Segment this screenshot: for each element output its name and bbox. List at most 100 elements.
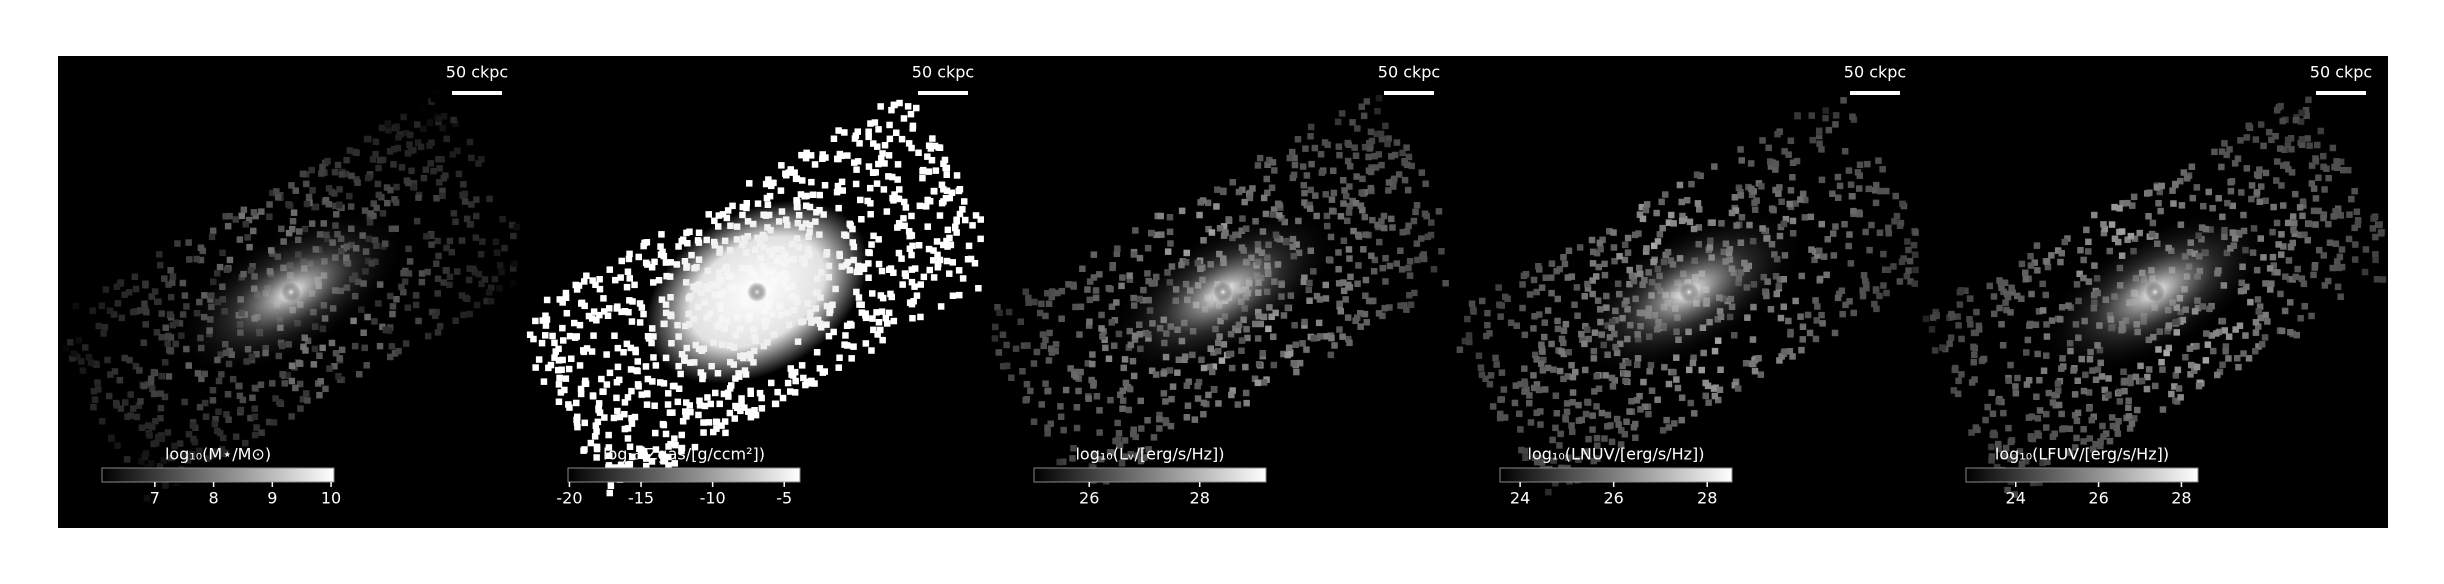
pixel [1125,406,1133,414]
colorbar-tick-label: 26 [1079,489,1099,508]
pixel [580,347,587,354]
pixel [2023,381,2031,388]
pixel [1841,221,1848,228]
pixel [1884,266,1892,273]
pixel [400,288,407,296]
pixel [2036,377,2043,384]
pixel [1610,244,1618,251]
colorbar-tick-label: 28 [1190,489,1210,508]
pixel [1158,231,1165,238]
pixel [1811,256,1818,264]
pixel [398,283,405,291]
pixel [729,202,736,210]
pixel [1665,424,1673,431]
pixel [2040,367,2048,374]
pixel [2128,420,2136,427]
pixel [509,221,516,229]
pixel [1286,350,1294,357]
pixel [1027,387,1034,395]
pixel [1704,382,1712,390]
pixel [169,273,177,280]
pixel [1747,160,1755,167]
pixel [956,291,963,299]
pixel [377,157,384,164]
colorbar-tick-label: 26 [1603,489,1623,508]
pixel [2234,355,2241,362]
pixel [2268,280,2275,287]
pixel [440,279,447,286]
pixel [642,363,650,370]
pixel [2323,165,2330,172]
pixel [1200,411,1207,418]
pixel [644,391,651,398]
pixel [1328,334,1335,342]
pixel [1344,139,1351,147]
pixel [1832,223,1839,230]
pixel [406,258,414,265]
pixel [589,315,596,322]
pixel [1516,410,1523,417]
pixel [299,396,307,403]
pixel [2044,263,2052,271]
pixel [2158,182,2165,190]
pixel [896,186,903,193]
pixel [167,454,175,462]
pixel [606,266,613,273]
pixel [1073,424,1081,432]
pixel [2278,182,2285,189]
pixel [1501,414,1509,421]
pixel [1797,196,1804,203]
pixel [398,164,406,171]
pixel [2210,347,2217,355]
pixel [2330,213,2337,220]
pixel [209,227,217,235]
pixel [2203,330,2210,337]
pixel [156,251,163,258]
pixel [802,154,810,162]
pixel [1970,359,1977,366]
pixel [1122,453,1130,460]
pixel [226,212,233,220]
pixel [2292,190,2299,198]
pixel [1144,244,1152,252]
pixel [908,300,916,308]
pixel [1038,401,1045,408]
pixel [900,215,907,222]
pixel [454,268,461,275]
pixel [2372,256,2379,264]
pixel [1521,365,1528,372]
pixel [595,400,603,407]
pixel [424,332,432,340]
pixel [240,206,248,214]
pixel [621,308,629,315]
pixel [1610,229,1617,236]
pixel [1368,252,1375,259]
pixel [299,170,307,178]
pixel [427,232,435,239]
pixel [940,241,947,249]
pixel [1621,256,1629,264]
pixel [1413,202,1421,209]
pixel [696,397,703,404]
pixel [2338,263,2346,271]
pixel [1648,387,1656,394]
pixel [2219,361,2226,368]
pixel [1780,303,1787,310]
pixel [176,440,184,447]
pixel [1293,368,1300,376]
pixel [1866,246,1873,254]
pixel [571,319,578,327]
pixel [1167,422,1175,430]
pixel [160,457,168,464]
pixel [102,286,110,293]
pixel [2256,303,2264,310]
pixel [2054,380,2062,387]
pixel [1112,437,1119,445]
pixel [220,434,227,442]
pixel [2252,329,2260,336]
pixel [1498,302,1505,309]
pixel [325,201,332,208]
pixel [164,340,171,347]
pixel [1049,288,1056,295]
pixel [1435,208,1443,215]
